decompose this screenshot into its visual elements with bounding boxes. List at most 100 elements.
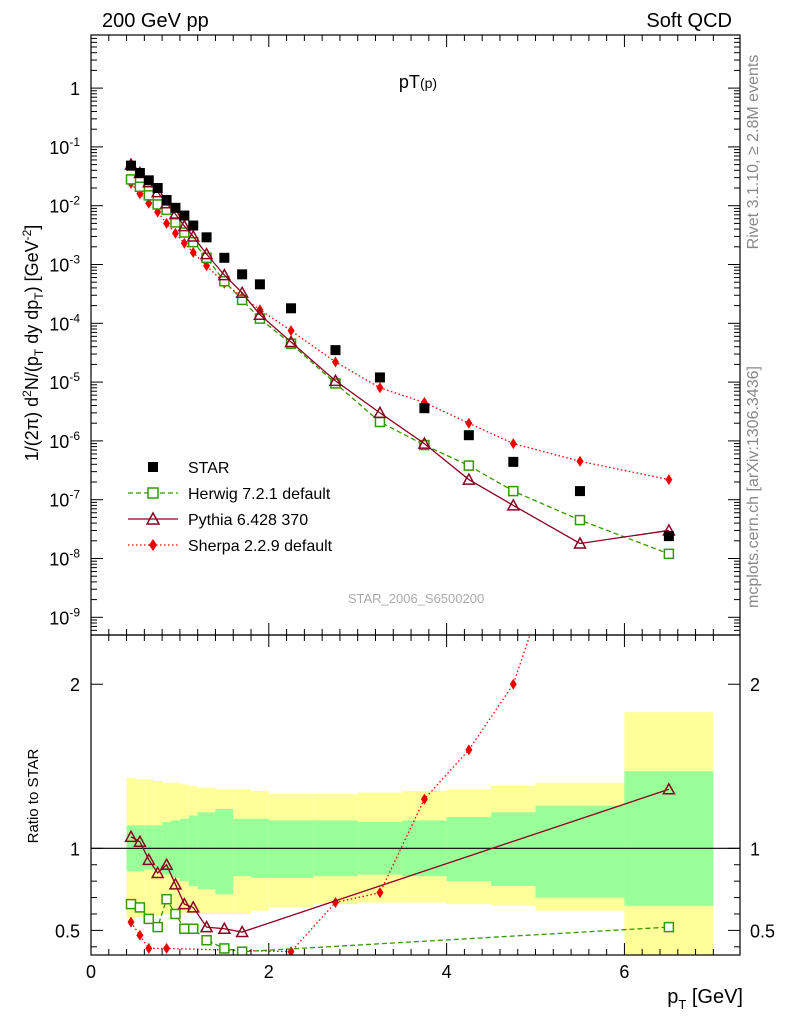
y-tick-label: 2 [70, 675, 80, 695]
data-point [159, 857, 174, 870]
mcplots-label: mcplots.cern.ch [arXiv:1306.3436] [745, 366, 762, 608]
data-point [199, 247, 214, 260]
data-point [219, 943, 230, 954]
data-point [149, 539, 157, 551]
data-point [253, 307, 267, 320]
ratio-frame [90, 634, 741, 956]
data-point [508, 485, 519, 497]
data-point [145, 942, 153, 954]
data-point [168, 877, 183, 890]
data-point [201, 934, 212, 946]
data-point [508, 456, 519, 467]
data-point [177, 897, 192, 910]
data-point [662, 782, 676, 795]
y-tick-label: 10-9 [49, 605, 80, 628]
data-point [179, 227, 190, 238]
data-point [509, 678, 517, 690]
data-point [217, 268, 232, 281]
data-point [236, 294, 248, 306]
data-point [576, 455, 584, 467]
rivet-label: Rivet 3.1.10, ≥ 2.8M events [745, 55, 762, 250]
uncertainty-band-inner [446, 817, 492, 882]
data-point [663, 531, 674, 542]
data-point [463, 430, 474, 441]
series-herwig-7-2-1-default [125, 174, 675, 560]
y-tick-label: 10-3 [49, 253, 80, 276]
data-point [328, 373, 343, 387]
data-point [177, 219, 192, 232]
uncertainty-band-inner [188, 815, 198, 887]
header-right: Soft QCD [646, 10, 732, 32]
y-tick-label: 10-5 [49, 370, 80, 393]
data-point [663, 921, 675, 933]
data-point [465, 744, 473, 756]
y-tick-label: 10-1 [49, 135, 80, 158]
data-point [506, 498, 521, 511]
data-point [125, 174, 137, 185]
data-point [179, 923, 190, 934]
data-point [188, 220, 199, 231]
uncertainty-band-inner [171, 820, 180, 878]
data-point [143, 190, 155, 201]
data-point [171, 227, 179, 239]
series-sherpa-2-2-9-default [127, 177, 673, 486]
data-point [574, 486, 585, 497]
data-point [462, 472, 476, 485]
data-point [180, 237, 188, 249]
series-star [126, 160, 674, 542]
legend-label: Herwig 7.2.1 default [188, 486, 331, 503]
x-tick-label: 0 [86, 962, 96, 982]
legend-label: Sherpa 2.2.9 default [188, 538, 333, 555]
data-point [152, 183, 163, 194]
y-tick-label: 0.5 [750, 921, 775, 941]
uncertainty-band-inner [624, 771, 714, 906]
data-point [287, 325, 295, 337]
ratio-series-pythia-6-428-370 [124, 782, 676, 938]
data-point [143, 175, 154, 186]
legend: STAR Herwig 7.2.1 default Pythia 6.428 370… [128, 460, 333, 555]
data-point [136, 929, 144, 941]
data-point [284, 334, 298, 348]
legend-item: Herwig 7.2.1 default [128, 486, 331, 503]
data-point [170, 908, 181, 920]
data-point [373, 405, 387, 419]
data-point [203, 260, 211, 272]
uncertainty-band-inner [491, 812, 536, 887]
x-tick-label: 4 [442, 962, 452, 982]
data-point [143, 913, 155, 925]
data-point [509, 438, 517, 450]
data-point [235, 285, 249, 299]
data-point [127, 916, 135, 928]
uncertainty-band-inner [233, 818, 252, 877]
data-point [374, 416, 386, 428]
data-point [287, 946, 295, 955]
data-point [419, 403, 430, 414]
data-point [142, 852, 156, 866]
data-point [126, 160, 137, 171]
y-tick-label: 10-7 [49, 488, 80, 511]
data-point [465, 417, 473, 429]
data-point [374, 372, 385, 383]
legend-item: Pythia 6.428 370 [128, 511, 308, 529]
uncertainty-band-inner [215, 808, 234, 895]
y-tick-label: 2 [750, 675, 760, 695]
data-point [161, 893, 172, 905]
data-point [417, 436, 432, 449]
uncertainty-band-inner [179, 818, 189, 882]
data-point [574, 514, 586, 526]
x-axis-label: pT [GeV] [667, 986, 743, 1012]
data-point [163, 942, 171, 954]
data-point [463, 460, 475, 471]
data-point [152, 921, 163, 933]
data-point [376, 887, 384, 899]
legend-item: STAR [148, 460, 229, 477]
data-point [236, 946, 248, 955]
data-point [331, 356, 339, 368]
uncertainty-band-inner [535, 805, 625, 898]
data-point [420, 793, 428, 805]
series-line [130, 182, 670, 481]
ratio-series-sherpa-2-2-9-default [127, 635, 531, 955]
y-tick-label: 10-8 [49, 546, 80, 569]
data-point [179, 210, 190, 221]
watermark: STAR_2006_S6500200 [348, 591, 484, 606]
